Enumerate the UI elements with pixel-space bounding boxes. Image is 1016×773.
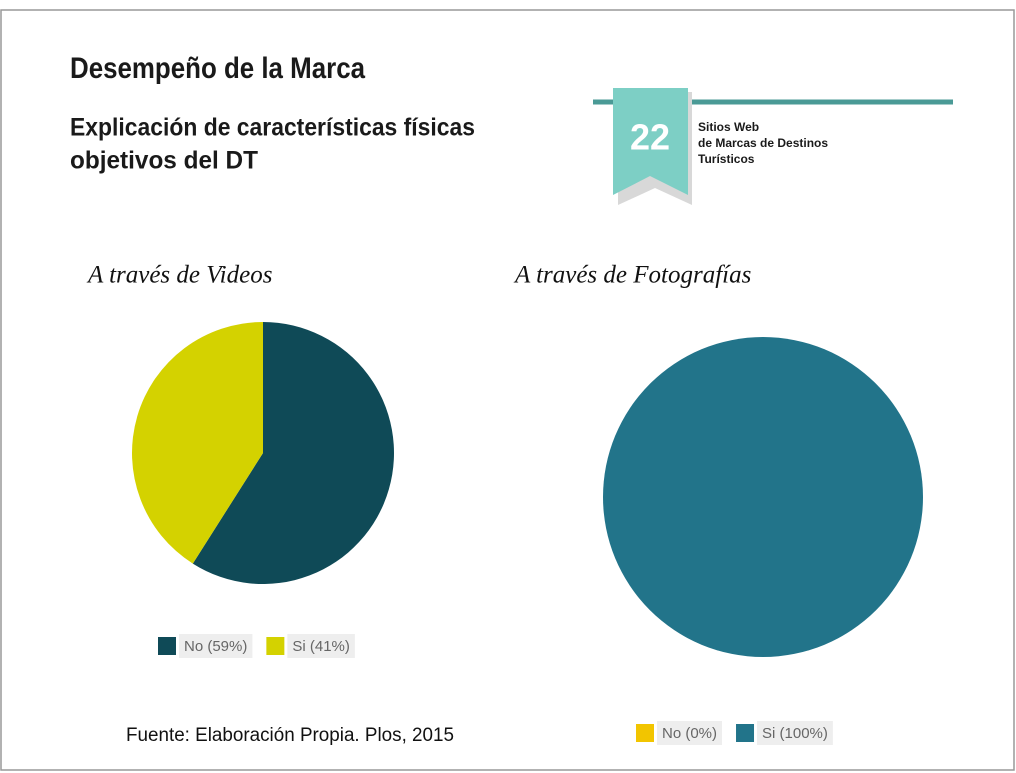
legend-label: No (0%) xyxy=(662,725,717,742)
legend-swatch xyxy=(158,637,176,655)
legend-swatch xyxy=(736,724,755,742)
badge-text: Turísticos xyxy=(698,152,755,166)
slide-title: Desempeño de la Marca xyxy=(70,52,365,85)
legend-label: Si (100%) xyxy=(762,725,828,742)
legend-label-bg xyxy=(179,634,253,658)
legend-label: Si (41%) xyxy=(292,638,350,655)
pie-slice xyxy=(603,337,923,657)
subtitle-line: Explicación de características físicas xyxy=(70,114,475,142)
badge-text: de Marcas de Destinos xyxy=(698,136,828,150)
legend-label: No (59%) xyxy=(184,638,247,655)
badge-number: 22 xyxy=(630,117,670,158)
pie-slice xyxy=(132,322,263,564)
legend-swatch xyxy=(636,724,654,742)
chart-title: A través de Videos xyxy=(86,262,272,289)
legend-label-bg xyxy=(657,721,723,745)
legend-swatch xyxy=(266,637,285,655)
pie-slice xyxy=(192,322,395,584)
subtitle-line: objetivos del DT xyxy=(70,147,258,175)
badge-ribbon xyxy=(613,88,688,195)
source-note: Fuente: Elaboración Propia. Plos, 2015 xyxy=(126,725,454,746)
legend-label-bg xyxy=(757,721,833,745)
chart-title: A través de Fotografías xyxy=(513,262,751,289)
legend-label-bg xyxy=(287,634,355,658)
badge-text: Sitios Web xyxy=(698,120,759,134)
